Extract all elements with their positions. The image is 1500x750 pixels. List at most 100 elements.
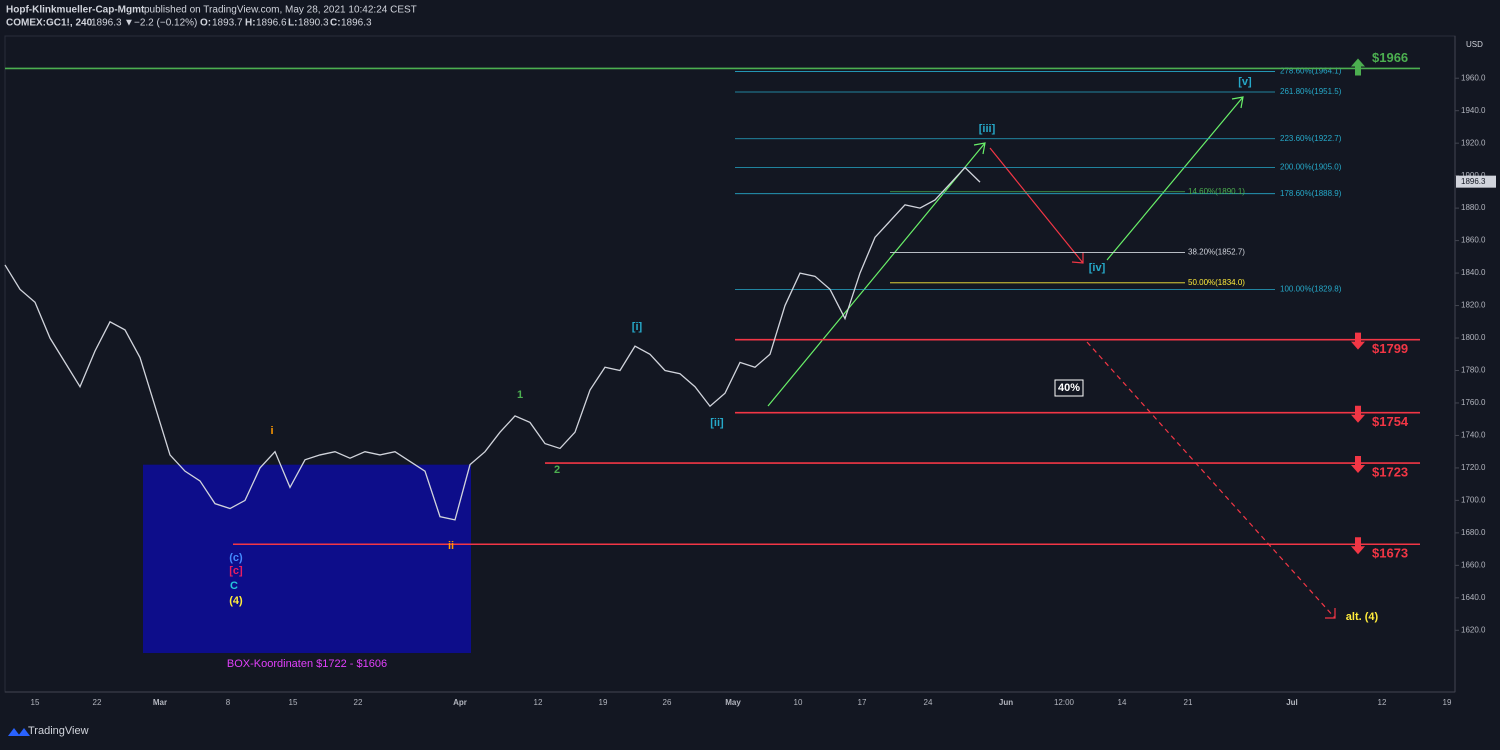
y-tick-label: 1820.0 xyxy=(1461,301,1486,310)
level-arrow xyxy=(1351,58,1365,76)
y-tick-label: 1900.0 xyxy=(1461,171,1486,180)
x-tick-label: 26 xyxy=(663,698,672,707)
close-label: C: xyxy=(330,18,341,29)
annotation-box xyxy=(1054,379,1084,397)
level-label: $1966 xyxy=(1372,50,1408,65)
last: 1896.3 xyxy=(91,18,122,29)
y-tick-label: 1940.0 xyxy=(1461,106,1486,115)
projection-arrow xyxy=(1086,341,1336,619)
fib-label: 223.60%(1922.7) xyxy=(1280,134,1342,143)
price-line xyxy=(4,166,981,521)
y-tick-label: 1760.0 xyxy=(1461,398,1486,407)
low: 1890.3 xyxy=(298,18,329,29)
fib-label: 100.00%(1829.8) xyxy=(1280,285,1342,294)
x-tick-label: May xyxy=(725,698,741,707)
arrow: ▼ xyxy=(124,18,134,29)
y-tick-label: 1860.0 xyxy=(1461,236,1486,245)
level-label: $1799 xyxy=(1372,341,1408,356)
y-tick-label: 1800.0 xyxy=(1461,333,1486,342)
author: Hopf-Klinkmueller-Cap-Mgmt xyxy=(6,5,145,16)
currency: USD xyxy=(1466,40,1483,49)
y-tick-label: 1840.0 xyxy=(1461,268,1486,277)
level-label: $1723 xyxy=(1372,464,1408,479)
x-tick-label: 24 xyxy=(924,698,933,707)
wave-label: [iii] xyxy=(979,123,996,135)
arrow-head xyxy=(1325,608,1336,619)
x-tick-label: Jul xyxy=(1286,698,1298,707)
low-label: L: xyxy=(288,18,297,29)
y-tick-label: 1880.0 xyxy=(1461,203,1486,212)
x-tick-label: Jun xyxy=(999,698,1013,707)
x-tick-label: 12 xyxy=(1378,698,1387,707)
y-tick-label: 1720.0 xyxy=(1461,463,1486,472)
logo xyxy=(8,728,30,736)
wave-label: i xyxy=(270,425,273,437)
x-tick-label: 8 xyxy=(226,698,231,707)
x-tick-label: 17 xyxy=(858,698,867,707)
x-tick-label: Mar xyxy=(153,698,167,707)
y-tick-label: 1680.0 xyxy=(1461,528,1486,537)
wave-label: [iv] xyxy=(1089,262,1106,274)
wave-label: 40% xyxy=(1058,382,1080,394)
wave-label: [c] xyxy=(229,565,243,577)
fib-label: 278.60%(1964.1) xyxy=(1280,67,1342,76)
fib-label: 178.60%(1888.9) xyxy=(1280,189,1342,198)
change: −2.2 (−0.12%) xyxy=(134,18,197,29)
x-tick-label: 19 xyxy=(1443,698,1452,707)
box-label: BOX-Koordinaten $1722 - $1606 xyxy=(227,658,387,670)
x-tick-label: Apr xyxy=(453,698,467,707)
price-tag-label: 1896.3 xyxy=(1461,177,1486,186)
wave-label: 2 xyxy=(554,464,560,476)
x-tick-label: 15 xyxy=(31,698,40,707)
x-tick-label: 10 xyxy=(794,698,803,707)
y-tick-label: 1920.0 xyxy=(1461,138,1486,147)
brand: TradingView xyxy=(28,725,89,737)
price-tag xyxy=(1456,175,1496,188)
x-tick-label: 15 xyxy=(289,698,298,707)
wave-label: [v] xyxy=(1238,76,1252,88)
y-tick-label: 1700.0 xyxy=(1461,496,1486,505)
x-tick-label: 21 xyxy=(1184,698,1193,707)
box xyxy=(143,464,471,654)
wave-label: 1 xyxy=(517,389,523,401)
open: 1893.7 xyxy=(212,18,243,29)
level-arrow xyxy=(1351,456,1365,474)
symbol: COMEX:GC1!, 240 xyxy=(6,18,93,29)
close: 1896.3 xyxy=(341,18,372,29)
arrow-head xyxy=(1231,96,1244,109)
y-tick-label: 1620.0 xyxy=(1461,625,1486,634)
y-tick-label: 1740.0 xyxy=(1461,431,1486,440)
wave-label: (4) xyxy=(229,595,243,607)
projection-arrow xyxy=(767,142,986,407)
high-label: H: xyxy=(245,18,256,29)
wave-label: C xyxy=(230,580,238,592)
projection-arrow xyxy=(1106,96,1244,261)
x-tick-label: 22 xyxy=(93,698,102,707)
wave-label: [ii] xyxy=(710,417,724,429)
x-tick-label: 12 xyxy=(534,698,543,707)
wave-label: ii xyxy=(448,540,454,552)
wave-label: (c) xyxy=(229,552,243,564)
fib-label: 200.00%(1905.0) xyxy=(1280,163,1342,172)
level-arrow xyxy=(1351,537,1365,555)
wave-label: [i] xyxy=(632,321,643,333)
arrow-head xyxy=(973,142,986,155)
y-tick-label: 1660.0 xyxy=(1461,560,1486,569)
level-label: $1754 xyxy=(1372,414,1409,429)
level-label: $1673 xyxy=(1372,546,1408,561)
level-arrow xyxy=(1351,405,1365,423)
fib-label: 261.80%(1951.5) xyxy=(1280,87,1342,96)
wave-label: alt. (4) xyxy=(1346,611,1379,623)
y-tick-label: 1780.0 xyxy=(1461,366,1486,375)
x-tick-label: 19 xyxy=(599,698,608,707)
level-arrow xyxy=(1351,332,1365,350)
fib-label: 38.20%(1852.7) xyxy=(1188,248,1245,257)
fib-label: 14.60%(1890.1) xyxy=(1188,187,1245,196)
fib-label: 50.00%(1834.0) xyxy=(1188,278,1245,287)
high: 1896.6 xyxy=(256,18,287,29)
y-tick-label: 1640.0 xyxy=(1461,593,1486,602)
open-label: O: xyxy=(200,18,211,29)
x-tick-label: 14 xyxy=(1118,698,1127,707)
